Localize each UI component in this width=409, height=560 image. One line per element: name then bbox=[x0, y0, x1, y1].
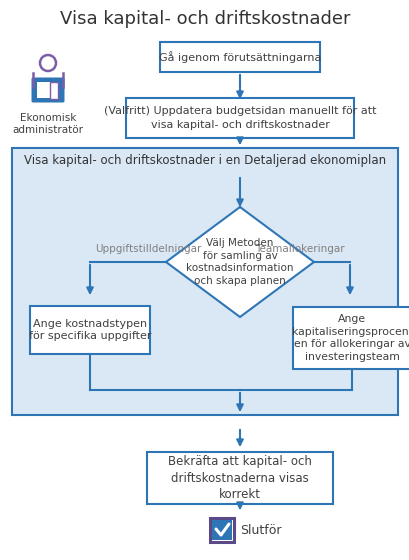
FancyBboxPatch shape bbox=[292, 307, 409, 369]
FancyBboxPatch shape bbox=[126, 98, 353, 138]
Text: Ange
kapitaliseringsprocent
en för allokeringar av
investeringsteam: Ange kapitaliseringsprocent en för allok… bbox=[291, 314, 409, 362]
Polygon shape bbox=[166, 207, 313, 317]
FancyBboxPatch shape bbox=[211, 520, 231, 540]
FancyBboxPatch shape bbox=[50, 82, 58, 99]
Text: Slutför: Slutför bbox=[239, 524, 281, 536]
Text: Uppgiftstilldelningar: Uppgiftstilldelningar bbox=[95, 244, 201, 254]
Text: (Valfritt) Uppdatera budgetsidan manuellt för att
visa kapital- och driftskostna: (Valfritt) Uppdatera budgetsidan manuell… bbox=[103, 106, 375, 129]
FancyBboxPatch shape bbox=[31, 77, 64, 102]
Text: Gå igenom förutsättningarna: Gå igenom förutsättningarna bbox=[158, 51, 320, 63]
FancyBboxPatch shape bbox=[37, 82, 52, 98]
Text: Visa kapital- och driftskostnader i en Detaljerad ekonomiplan: Visa kapital- och driftskostnader i en D… bbox=[24, 154, 385, 167]
Text: Ange kostnadstypen
för specifika uppgifter: Ange kostnadstypen för specifika uppgift… bbox=[29, 319, 151, 342]
FancyBboxPatch shape bbox=[12, 148, 397, 415]
Text: Välj Metoden
för samling av
kostnadsinformation
och skapa planen: Välj Metoden för samling av kostnadsinfo… bbox=[186, 238, 293, 286]
FancyBboxPatch shape bbox=[160, 42, 319, 72]
Text: Teamallokeringar: Teamallokeringar bbox=[255, 244, 344, 254]
FancyBboxPatch shape bbox=[30, 306, 150, 354]
Text: Ekonomisk
administratör: Ekonomisk administratör bbox=[12, 113, 83, 136]
Text: Bekräfta att kapital- och
driftskostnaderna visas
korrekt: Bekräfta att kapital- och driftskostnade… bbox=[168, 455, 311, 502]
FancyBboxPatch shape bbox=[209, 518, 234, 542]
FancyBboxPatch shape bbox=[147, 452, 332, 504]
Text: Visa kapital- och driftskostnader: Visa kapital- och driftskostnader bbox=[60, 10, 349, 28]
